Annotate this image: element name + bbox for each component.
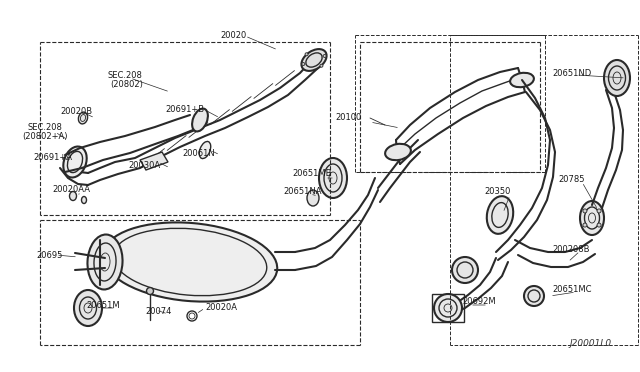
Ellipse shape: [74, 290, 102, 326]
Ellipse shape: [63, 147, 86, 177]
Ellipse shape: [81, 196, 86, 203]
Text: SEC.208: SEC.208: [28, 124, 63, 132]
Text: 20020: 20020: [220, 32, 246, 41]
Text: 20651NA: 20651NA: [283, 187, 321, 196]
Ellipse shape: [604, 60, 630, 96]
Text: 20691+B: 20691+B: [165, 106, 204, 115]
Text: 20020B: 20020B: [60, 108, 92, 116]
Text: 20691+A: 20691+A: [33, 154, 72, 163]
Ellipse shape: [70, 192, 77, 201]
Text: 20651M: 20651M: [86, 301, 120, 311]
Text: 20020A: 20020A: [205, 304, 237, 312]
Ellipse shape: [301, 49, 326, 71]
Ellipse shape: [320, 64, 323, 67]
Text: 20020AA: 20020AA: [52, 186, 90, 195]
Text: J20001L0: J20001L0: [570, 339, 612, 348]
Ellipse shape: [199, 141, 211, 158]
Text: 20692M: 20692M: [462, 298, 495, 307]
Ellipse shape: [583, 209, 587, 213]
Ellipse shape: [580, 201, 604, 235]
Ellipse shape: [323, 54, 326, 58]
Polygon shape: [140, 152, 168, 170]
Ellipse shape: [192, 109, 208, 131]
Text: 20100: 20100: [335, 113, 361, 122]
Text: (20802): (20802): [110, 80, 143, 89]
Ellipse shape: [385, 144, 411, 160]
Text: 200208B: 200208B: [552, 244, 589, 253]
Text: 20651MC: 20651MC: [552, 285, 591, 294]
Text: 20030A: 20030A: [128, 161, 160, 170]
Text: 20651ND: 20651ND: [552, 68, 591, 77]
Ellipse shape: [88, 234, 122, 289]
Text: 20061N: 20061N: [182, 148, 215, 157]
Text: 20350: 20350: [484, 187, 510, 196]
Ellipse shape: [307, 190, 319, 206]
Text: SEC.208: SEC.208: [108, 71, 143, 80]
Ellipse shape: [487, 196, 513, 234]
Text: 20695: 20695: [36, 250, 62, 260]
Ellipse shape: [103, 222, 277, 302]
Ellipse shape: [583, 223, 587, 227]
Ellipse shape: [452, 257, 478, 283]
Ellipse shape: [78, 112, 88, 124]
Text: (20802+A): (20802+A): [22, 131, 67, 141]
Text: 20785: 20785: [558, 176, 584, 185]
Ellipse shape: [597, 223, 601, 227]
Ellipse shape: [305, 53, 308, 56]
Text: 20074: 20074: [145, 308, 172, 317]
Ellipse shape: [597, 209, 601, 213]
Ellipse shape: [434, 294, 462, 322]
Ellipse shape: [510, 73, 534, 87]
Ellipse shape: [302, 62, 305, 65]
Ellipse shape: [319, 158, 347, 198]
Text: 20651MB: 20651MB: [292, 170, 332, 179]
Bar: [432, 294, 464, 322]
Ellipse shape: [524, 286, 544, 306]
Ellipse shape: [147, 288, 154, 295]
